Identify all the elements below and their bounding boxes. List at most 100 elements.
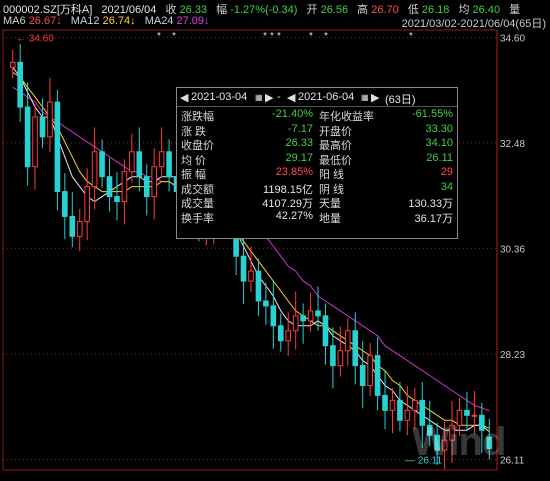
candle-body [449,424,455,441]
candle [17,43,23,122]
stats-row: 均 价 29.17 最低价 26.11 [177,151,457,167]
candle-body [307,310,314,322]
y-tick-label: 30.36 [500,244,525,255]
candle [359,341,366,409]
stat-value: 34 [440,180,453,193]
start-date[interactable]: 2021-03-04 [191,91,248,103]
stat-label: 成交量 [181,198,214,210]
candle [62,173,68,240]
candle [240,237,247,304]
candle-body [9,61,16,68]
stat-value: -61.55% [412,108,453,120]
stat-label: 换手率 [181,212,214,225]
y-tick-label: 34.60 [500,33,525,44]
ma6-label: MA6 [3,15,26,27]
ma-row: MA6 26.67↓ MA12 26.74↓ MA24 27.09↓ [3,15,210,27]
candle [270,281,277,349]
candle [397,382,403,432]
stat-value: 26.33 [285,137,313,149]
ma12-value: 26.74↓ [102,15,136,27]
stat-label: 年化收益率 [319,111,374,123]
y-tick-label: 28.23 [500,350,525,361]
candle [344,318,351,366]
stat-value: 4107.29万 [262,198,313,210]
candle [121,159,128,225]
candle-body [47,101,53,138]
stat-label: 成交额 [181,183,214,196]
stats-row: 涨跌幅 -21.40% 年化收益率 -61.55% [177,107,457,123]
candles [9,43,493,470]
wind-watermark: Wind [412,420,506,464]
change-label: 幅 [216,4,228,16]
stat-label: 涨跌幅 [181,111,214,123]
ma24-label: MA24 [144,15,174,27]
candle [285,312,292,356]
candle [434,422,440,466]
candle-body [330,345,336,367]
candle-body [426,424,433,436]
ma24-value: 27.09↓ [176,15,210,27]
candle-body [106,176,113,198]
stats-rows: 涨跌幅 -21.40% 年化收益率 -61.55% 涨 跌 -7.17 开盘价 33.30 收盘… [177,107,457,225]
stat-value: 1198.15亿 [263,183,313,196]
stats-row: 涨 跌 -7.17 开盘价 33.30 [177,122,457,138]
event-star-icon: * [309,31,313,42]
candle [136,127,143,192]
calendar-icon[interactable]: ▦ [255,93,263,102]
candle-body [76,220,83,237]
stat-value: -21.40% [272,108,313,120]
candle [54,89,61,211]
candle-body [434,434,440,451]
candle [143,164,150,216]
candle [412,387,418,430]
end-date[interactable]: 2021-06-04 [298,91,355,103]
candle-body [91,151,98,188]
stat-value: 26.11 [426,151,453,164]
calendar-icon[interactable]: ▦ [361,93,369,102]
day-count: (63日) [385,94,416,106]
quote-header: 000002.SZ[万科A] 2021/06/04 收 26.33 幅 -1.2… [0,0,550,30]
candle [419,382,426,449]
candle-body [367,355,373,386]
close-value: 26.33 [179,4,208,16]
candle-body [382,394,388,411]
stats-row: 收盘价 26.33 最高价 34.10 [177,136,457,152]
event-star-icon: * [270,31,274,42]
start-prev-arrow-icon[interactable]: ◀ [180,92,189,104]
candle-body [464,409,470,416]
stat-label: 天量 [319,198,341,210]
candle [382,371,388,430]
quote-row: 000002.SZ[万科A] 2021/06/04 收 26.33 幅 -1.2… [3,1,520,17]
candle [32,104,38,190]
candle [300,303,306,344]
candle [129,133,135,183]
candle-body [397,399,403,421]
end-next-arrow-icon[interactable]: ▶ [371,92,380,104]
candle [389,387,396,434]
candle-body [456,409,463,426]
end-prev-arrow-icon[interactable]: ◀ [287,92,296,104]
interval-stats-panel: ◀ 2021-03-04 ▦ ▶ - ◀ 2021-06-04 ▦ ▶ (63日… [176,87,458,239]
event-star-icon: * [263,31,267,42]
stat-value: 23.85% [275,166,313,178]
start-next-arrow-icon[interactable]: ▶ [265,92,274,104]
candle-body [62,191,68,217]
stat-value: 36.17万 [414,212,453,225]
candle [315,286,321,331]
candle [441,421,448,470]
candle [486,418,493,460]
open-value: 26.56 [320,4,349,16]
stats-row: 成交量 4107.29万 天量 130.33万 [177,194,457,210]
stat-value: 130.33万 [408,198,453,210]
candle [330,327,336,389]
candle [99,139,105,188]
stat-label: 最低价 [319,154,352,167]
stat-value: 29 [440,166,453,178]
candle [479,402,485,454]
candle [374,337,381,411]
stats-row: 成交额 1198.15亿阴 线 34 [177,180,457,196]
candle-body [54,101,61,193]
candle-body [352,330,359,367]
candle-body [32,116,38,168]
candle [106,158,113,212]
